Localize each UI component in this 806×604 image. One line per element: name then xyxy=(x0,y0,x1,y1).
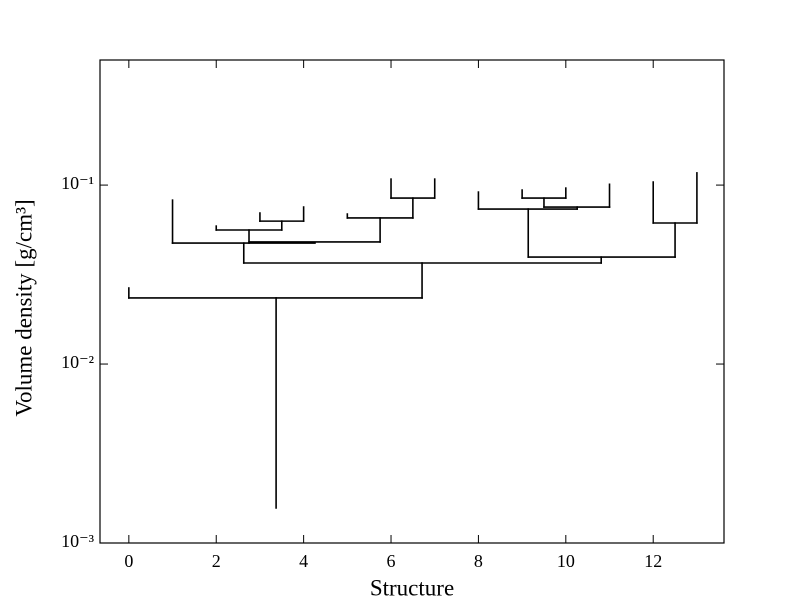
x-tick-label: 6 xyxy=(387,551,396,571)
y-tick-label: 10⁻³ xyxy=(61,531,95,551)
plot-frame xyxy=(99,59,725,544)
x-tick-label: 4 xyxy=(299,551,308,571)
x-tick-label: 10 xyxy=(557,551,575,571)
x-tick-label: 8 xyxy=(474,551,483,571)
x-tick-label: 12 xyxy=(644,551,662,571)
y-axis-label: Volume density [g/cm³] xyxy=(11,199,36,416)
x-axis-label: Structure xyxy=(370,575,454,600)
x-tick-label: 0 xyxy=(124,551,133,571)
x-tick-label: 2 xyxy=(212,551,221,571)
y-tick-label: 10⁻² xyxy=(61,352,94,372)
y-tick-label: 10⁻¹ xyxy=(61,173,94,193)
